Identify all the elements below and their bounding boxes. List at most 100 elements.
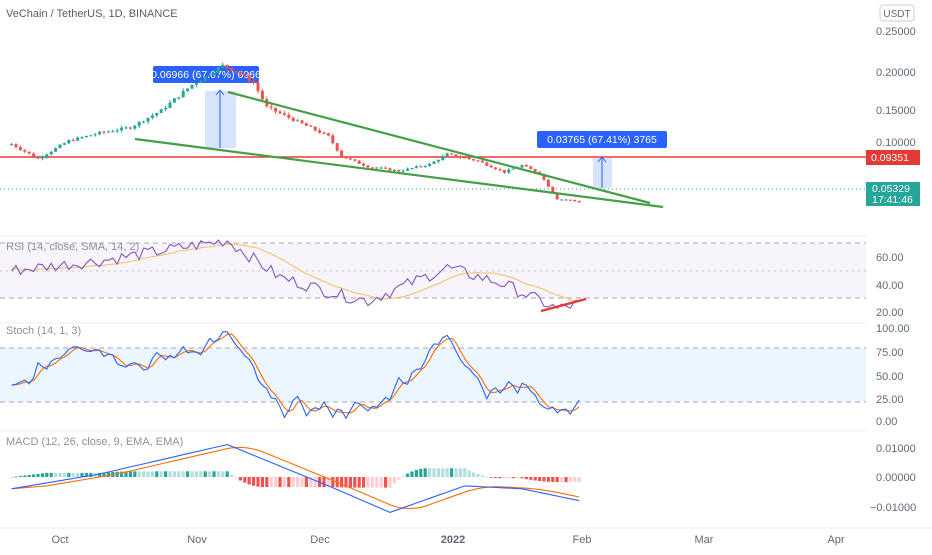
candle-body[interactable] xyxy=(524,165,528,167)
candle-body[interactable] xyxy=(331,135,335,144)
candle-body[interactable] xyxy=(247,75,251,82)
candle-body[interactable] xyxy=(260,90,264,100)
candle-body[interactable] xyxy=(555,193,559,200)
candle-body[interactable] xyxy=(384,167,388,169)
candle-body[interactable] xyxy=(186,88,190,92)
candle-body[interactable] xyxy=(472,159,476,161)
candle-body[interactable] xyxy=(494,167,498,170)
candle-body[interactable] xyxy=(300,120,304,124)
currency-button[interactable]: USDT xyxy=(879,4,915,22)
rsi-label[interactable]: RSI (14, close, SMA, 14, 2) xyxy=(6,241,139,253)
candle-body[interactable] xyxy=(269,106,273,108)
candle-body[interactable] xyxy=(23,149,27,152)
candle-body[interactable] xyxy=(199,80,203,84)
candle-body[interactable] xyxy=(93,134,97,136)
candle-body[interactable] xyxy=(560,199,564,201)
candle-body[interactable] xyxy=(406,168,410,171)
candle-body[interactable] xyxy=(344,156,348,159)
candle-body[interactable] xyxy=(353,159,357,161)
candle-body[interactable] xyxy=(458,156,462,158)
candle-body[interactable] xyxy=(120,127,124,131)
candle-body[interactable] xyxy=(568,199,572,201)
candle-body[interactable] xyxy=(252,81,256,83)
candle-body[interactable] xyxy=(423,165,427,167)
candle-body[interactable] xyxy=(291,117,295,121)
candle-body[interactable] xyxy=(454,154,458,157)
candle-body[interactable] xyxy=(348,158,352,160)
candle-body[interactable] xyxy=(379,167,383,169)
candle-body[interactable] xyxy=(467,157,471,160)
candle-body[interactable] xyxy=(177,97,181,99)
wedge-lower-line[interactable] xyxy=(134,137,664,209)
candle-body[interactable] xyxy=(542,174,546,180)
candle-body[interactable] xyxy=(313,126,317,131)
candle-body[interactable] xyxy=(450,153,454,155)
candle-body[interactable] xyxy=(84,135,88,138)
candle-body[interactable] xyxy=(476,160,480,162)
candle-body[interactable] xyxy=(282,113,286,115)
candle-body[interactable] xyxy=(67,140,71,144)
candle-body[interactable] xyxy=(366,165,370,168)
candle-body[interactable] xyxy=(573,199,577,202)
candle-body[interactable] xyxy=(155,113,159,116)
candle-body[interactable] xyxy=(480,160,484,163)
candle-body[interactable] xyxy=(49,151,53,155)
candle-body[interactable] xyxy=(551,186,555,194)
candle-body[interactable] xyxy=(146,117,150,122)
candle-body[interactable] xyxy=(498,169,502,171)
candle-body[interactable] xyxy=(106,131,110,133)
candle-body[interactable] xyxy=(212,73,216,76)
candle-body[interactable] xyxy=(18,147,22,150)
candle-body[interactable] xyxy=(410,167,414,169)
candle-body[interactable] xyxy=(71,140,75,142)
candle-body[interactable] xyxy=(318,130,322,133)
candle-body[interactable] xyxy=(375,167,379,169)
candle-body[interactable] xyxy=(216,67,220,74)
candle-body[interactable] xyxy=(243,74,247,76)
candle-body[interactable] xyxy=(414,166,418,168)
candle-body[interactable] xyxy=(287,114,291,118)
candle-body[interactable] xyxy=(164,107,168,110)
candle-body[interactable] xyxy=(485,162,489,166)
candle-body[interactable] xyxy=(388,168,392,171)
candle-body[interactable] xyxy=(62,143,66,145)
candle-body[interactable] xyxy=(436,159,440,162)
price-range-measure-1[interactable]: 0.06966 (67.07%) 6966 xyxy=(151,66,261,148)
candle-body[interactable] xyxy=(168,102,172,108)
candlestick-series[interactable] xyxy=(10,62,581,203)
wedge-upper-line[interactable] xyxy=(227,90,651,205)
candle-body[interactable] xyxy=(511,168,515,170)
candle-body[interactable] xyxy=(577,201,581,203)
candle-body[interactable] xyxy=(36,156,40,159)
candle-body[interactable] xyxy=(111,131,115,133)
candle-body[interactable] xyxy=(181,91,185,98)
candle-body[interactable] xyxy=(40,157,44,159)
candle-body[interactable] xyxy=(362,163,366,166)
candle-body[interactable] xyxy=(45,154,49,158)
candle-body[interactable] xyxy=(401,170,405,172)
candle-body[interactable] xyxy=(533,168,537,172)
candle-body[interactable] xyxy=(432,161,436,164)
candle-body[interactable] xyxy=(190,84,194,89)
candle-body[interactable] xyxy=(564,199,568,201)
candle-body[interactable] xyxy=(489,165,493,168)
candle-body[interactable] xyxy=(221,64,225,68)
candle-body[interactable] xyxy=(58,144,62,149)
candle-body[interactable] xyxy=(194,83,198,85)
rsi-divergence-line[interactable] xyxy=(540,297,587,313)
candle-body[interactable] xyxy=(98,131,102,135)
candle-body[interactable] xyxy=(142,121,146,123)
candle-body[interactable] xyxy=(133,125,137,129)
candle-body[interactable] xyxy=(115,130,119,132)
candle-body[interactable] xyxy=(54,148,58,152)
candle-body[interactable] xyxy=(27,151,31,154)
candle-body[interactable] xyxy=(397,169,401,172)
candle-body[interactable] xyxy=(274,107,278,112)
candle-body[interactable] xyxy=(278,111,282,114)
candle-body[interactable] xyxy=(340,150,344,157)
candle-body[interactable] xyxy=(296,120,300,122)
candle-body[interactable] xyxy=(208,75,212,77)
candle-body[interactable] xyxy=(304,123,308,126)
